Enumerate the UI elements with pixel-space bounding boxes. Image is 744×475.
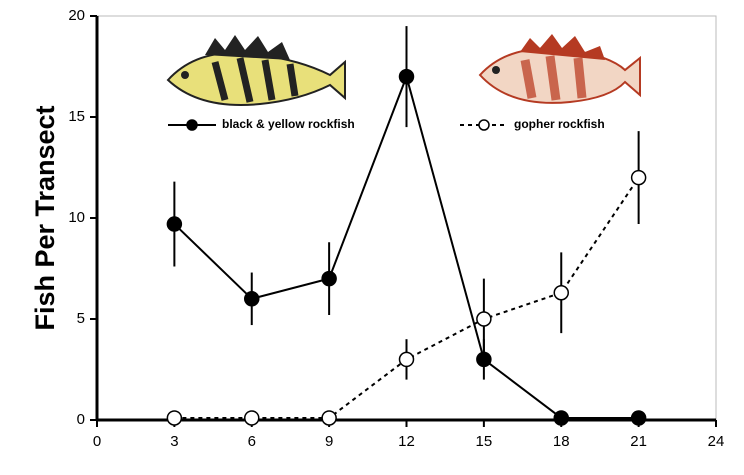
legend-label: gopher rockfish [514, 117, 605, 131]
data-point [630, 169, 647, 186]
data-point [321, 410, 337, 426]
data-point [166, 410, 183, 426]
data-point [244, 291, 260, 307]
x-tick-label: 18 [553, 433, 570, 450]
series-line [174, 177, 640, 419]
gopher-fish-illustration [478, 34, 641, 104]
x-tick-label: 3 [170, 433, 178, 450]
legend-label: black & yellow rockfish [222, 117, 355, 131]
data-point [244, 410, 260, 426]
x-tick-label: 21 [630, 433, 647, 450]
y-tick-label: 5 [77, 310, 85, 327]
y-tick-label: 0 [77, 411, 85, 428]
x-tick-label: 24 [708, 433, 725, 450]
black-yellow-fish-illustration [166, 35, 346, 106]
data-point [476, 311, 492, 327]
x-tick-label: 6 [248, 433, 256, 450]
x-tick-label: 15 [476, 433, 493, 450]
data-point [553, 284, 569, 301]
data-point [166, 216, 183, 232]
legend-marker [186, 119, 198, 131]
data-point [321, 270, 337, 287]
y-tick-label: 10 [68, 209, 85, 226]
data-point [630, 410, 647, 426]
x-tick-label: 9 [325, 433, 333, 450]
y-tick-label: 20 [68, 7, 85, 24]
x-tick-label: 12 [398, 433, 415, 450]
y-axis-label: Fish Per Transect [30, 105, 60, 330]
legend-marker [478, 119, 490, 131]
data-point [398, 68, 415, 85]
x-tick-label: 0 [93, 433, 101, 450]
data-point [398, 351, 415, 368]
y-tick-label: 15 [68, 108, 85, 125]
data-point [553, 410, 569, 426]
